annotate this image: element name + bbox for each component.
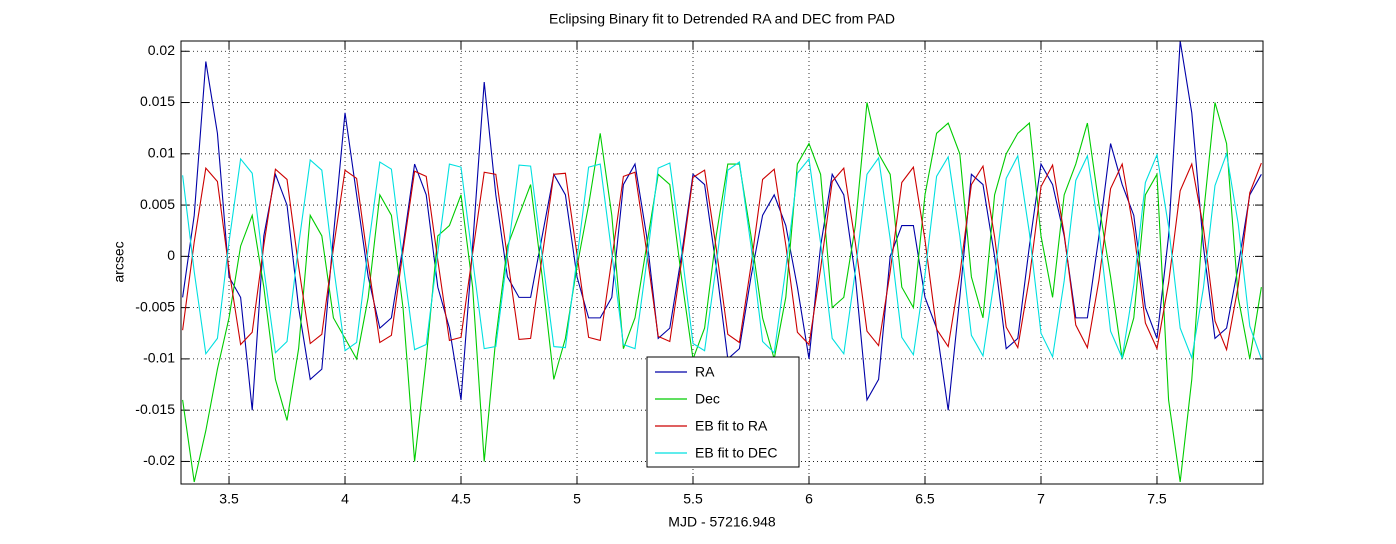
legend-box bbox=[646, 356, 800, 468]
x-axis-label: MJD - 57216.948 bbox=[668, 514, 776, 530]
x-tick-label: 5 bbox=[573, 491, 581, 507]
series-line bbox=[182, 102, 1262, 483]
y-axis-label: arcsec bbox=[111, 241, 127, 282]
y-tick-label: 0.015 bbox=[140, 93, 175, 109]
x-tick-label: 5.5 bbox=[683, 491, 703, 507]
legend-label: EB fit to DEC bbox=[695, 445, 777, 461]
x-tick-label: 3.5 bbox=[219, 491, 239, 507]
x-tick-label: 6 bbox=[805, 491, 813, 507]
series-line bbox=[182, 162, 1262, 352]
series-line bbox=[182, 151, 1262, 360]
x-tick-label: 7.5 bbox=[1147, 491, 1167, 507]
y-tick-label: 0 bbox=[167, 247, 175, 263]
y-tick-label: -0.01 bbox=[143, 350, 175, 366]
y-tick-label: 0.02 bbox=[148, 42, 175, 58]
legend-label: RA bbox=[695, 364, 715, 380]
x-tick-label: 4 bbox=[341, 491, 349, 507]
legend-label: EB fit to RA bbox=[695, 418, 768, 434]
y-tick-label: 0.01 bbox=[148, 145, 175, 161]
y-tick-label: 0.005 bbox=[140, 196, 175, 212]
lines bbox=[182, 41, 1262, 483]
x-tick-label: 7 bbox=[1037, 491, 1045, 507]
plot-frame bbox=[180, 40, 1264, 485]
y-tick-label: -0.015 bbox=[135, 401, 175, 417]
legend: RA Dec EB fit to RA EB fit to DEC bbox=[646, 356, 800, 468]
legend-label: Dec bbox=[695, 391, 720, 407]
series-line bbox=[182, 41, 1262, 411]
x-tick-label: 6.5 bbox=[915, 491, 935, 507]
y-tick-label: -0.02 bbox=[143, 452, 175, 468]
y-tick-label: -0.005 bbox=[135, 298, 175, 314]
grid: 3.5 4 4.5 5 5.5 6 6.5 7 7.5 -0.02 -0.015 -0.01 -0.00… bbox=[135, 41, 1263, 507]
x-tick-label: 4.5 bbox=[451, 491, 471, 507]
chart-title: Eclipsing Binary fit to Detrended RA and… bbox=[549, 11, 895, 27]
